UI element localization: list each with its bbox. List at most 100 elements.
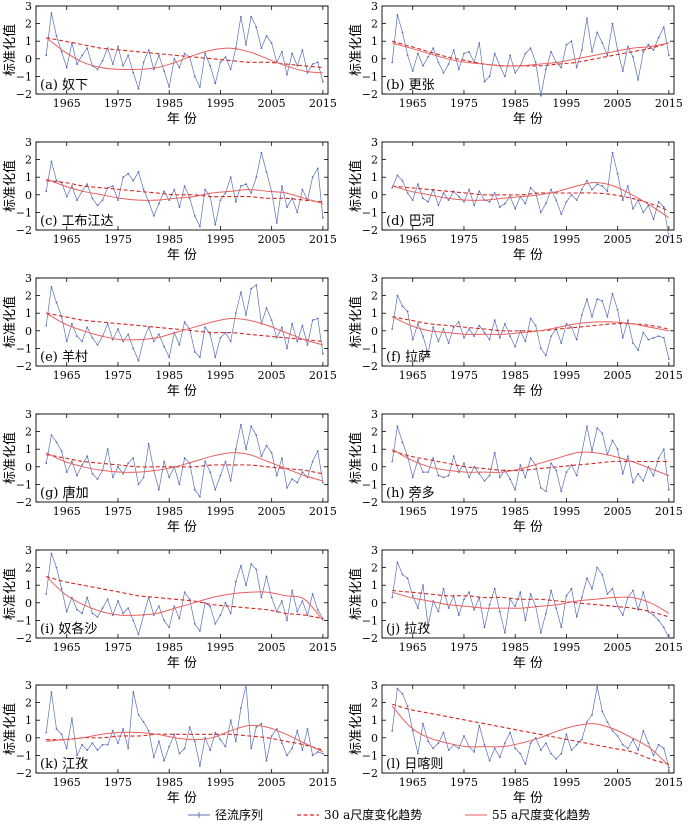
- runoff-point: [565, 43, 568, 46]
- runoff-point: [281, 185, 283, 187]
- runoff-point: [173, 57, 176, 60]
- runoff-point: [601, 710, 604, 713]
- trend-30a-line: [46, 575, 323, 620]
- trend-55a-line: [392, 591, 670, 614]
- runoff-point: [473, 465, 476, 468]
- runoff-point: [606, 190, 609, 193]
- runoff-point: [122, 472, 124, 475]
- runoff-point: [463, 200, 465, 203]
- x-tick-label: 2015: [655, 97, 683, 110]
- y-tick-label: −2: [16, 767, 32, 780]
- runoff-point: [401, 441, 404, 444]
- y-tick-label: 0: [25, 189, 32, 202]
- runoff-point: [265, 171, 268, 173]
- x-tick-label: 2005: [604, 776, 632, 789]
- runoff-point: [601, 573, 604, 576]
- y-tick-label: −1: [16, 206, 32, 219]
- runoff-point: [316, 751, 319, 753]
- trend-55a-line: [391, 316, 669, 335]
- panel-label: (b) 更张: [386, 78, 435, 93]
- trend-30a-line: [46, 453, 323, 475]
- runoff-point: [111, 476, 114, 479]
- runoff-point: [498, 610, 501, 613]
- runoff-point: [173, 605, 176, 608]
- runoff-point: [101, 199, 104, 202]
- x-tick-label: 1965: [399, 233, 427, 246]
- trend-55a-line: [392, 42, 669, 67]
- trend-30a-line: [46, 180, 323, 203]
- runoff-point: [147, 729, 150, 732]
- plot-frame: [381, 684, 675, 774]
- x-tick-label: 1965: [53, 641, 81, 654]
- runoff-point: [483, 331, 486, 334]
- runoff-point: [616, 308, 619, 311]
- runoff-point: [591, 587, 593, 590]
- runoff-point: [265, 575, 268, 578]
- runoff-point: [647, 338, 650, 341]
- runoff-point: [442, 476, 445, 479]
- runoff-point: [493, 192, 496, 194]
- y-tick-label: 2: [371, 18, 378, 31]
- runoff-point: [101, 743, 104, 746]
- runoff-point: [173, 188, 176, 191]
- y-tick-label: −1: [362, 749, 378, 762]
- runoff-point: [519, 464, 522, 466]
- runoff-point: [493, 451, 496, 454]
- runoff-point: [406, 577, 409, 580]
- runoff-point: [657, 743, 660, 746]
- runoff-point: [127, 54, 130, 57]
- runoff-point: [158, 740, 160, 743]
- runoff-point: [71, 185, 73, 187]
- runoff-point: [606, 54, 609, 57]
- runoff-point: [168, 476, 171, 479]
- plot-frame: [381, 413, 675, 503]
- runoff-point: [406, 310, 409, 313]
- runoff-point: [250, 425, 253, 428]
- x-tick-label: 1975: [450, 641, 478, 654]
- y-axis-label: 标准化值: [348, 568, 364, 620]
- runoff-point: [539, 631, 542, 634]
- runoff-point: [468, 188, 470, 191]
- runoff-point: [76, 474, 78, 477]
- runoff-point: [401, 305, 404, 308]
- runoff-point: [322, 80, 324, 83]
- runoff-point: [291, 747, 293, 750]
- runoff-point: [45, 324, 48, 327]
- runoff-point: [132, 347, 135, 350]
- runoff-point: [60, 50, 63, 53]
- runoff-point: [96, 204, 99, 207]
- runoff-point: [219, 614, 222, 616]
- runoff-point: [229, 612, 232, 615]
- runoff-point: [422, 471, 424, 473]
- runoff-point: [240, 707, 242, 709]
- runoff-point: [504, 75, 506, 78]
- runoff-point: [463, 336, 465, 339]
- runoff-point: [106, 448, 109, 451]
- runoff-point: [488, 200, 491, 203]
- x-tick-label: 2015: [309, 233, 337, 246]
- runoff-point: [611, 292, 614, 295]
- runoff-point: [275, 336, 278, 339]
- panel-label: (c) 工布江达: [40, 214, 114, 229]
- runoff-point: [311, 754, 314, 757]
- x-tick-label: 1965: [53, 369, 81, 382]
- x-axis-label: 年 份: [167, 656, 197, 671]
- runoff-point: [199, 495, 201, 498]
- x-tick-label: 1975: [450, 369, 478, 382]
- runoff-point: [127, 462, 130, 465]
- runoff-point: [391, 596, 394, 599]
- runoff-point: [224, 745, 227, 748]
- y-tick-label: 0: [25, 461, 32, 474]
- runoff-point: [106, 598, 109, 601]
- runoff-point: [229, 340, 232, 343]
- runoff-point: [204, 601, 207, 604]
- runoff-point: [224, 460, 227, 463]
- runoff-point: [652, 474, 655, 477]
- y-tick-label: 3: [371, 408, 378, 421]
- runoff-point: [642, 729, 645, 732]
- runoff-point: [106, 322, 109, 325]
- runoff-point: [616, 172, 619, 175]
- runoff-point: [591, 315, 593, 318]
